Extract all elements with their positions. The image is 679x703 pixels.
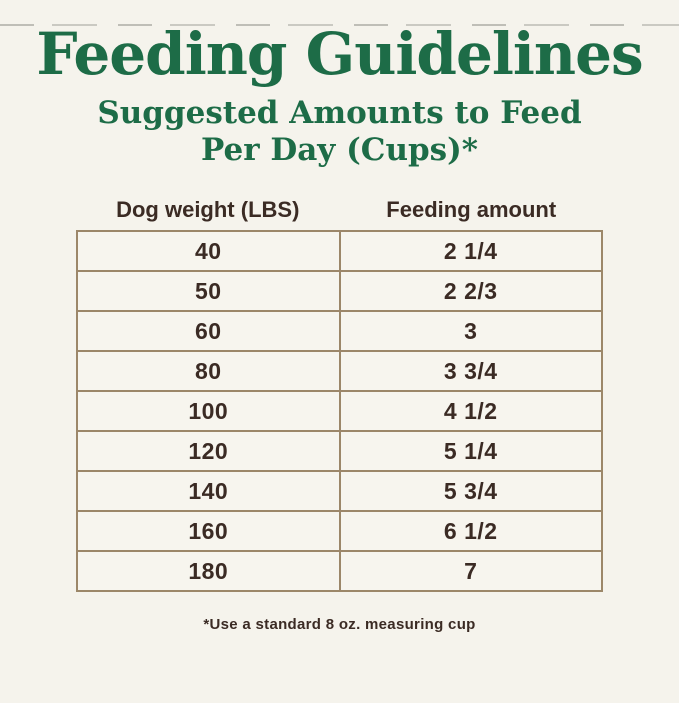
subtitle-line-1: Suggested Amounts to Feed [97,94,582,131]
dog-weight-value: 180 [76,550,341,593]
feeding-guidelines-page: { "page": { "title": "Feeding Guidelines… [0,24,679,703]
table-row: 50 2 2/3 [76,270,603,313]
cropped-top-edge-artifact [0,24,679,26]
feeding-amount-value: 5 1/4 [338,430,603,473]
footnote: *Use a standard 8 oz. measuring cup [203,616,476,634]
dog-weight-value: 120 [76,430,341,473]
table-row: 180 7 [76,550,603,593]
dog-weight-value: 80 [76,350,341,393]
dog-weight-value: 40 [76,230,341,273]
table-row: 60 3 [76,310,603,353]
dog-weight-value: 60 [76,310,341,353]
column-header-dog-weight: Dog weight (LBS) [116,197,300,223]
feeding-amount-value: 2 2/3 [338,270,603,313]
table-row: 140 5 3/4 [76,470,603,513]
dog-weight-value: 100 [76,390,341,433]
feeding-amount-value: 4 1/2 [338,390,603,433]
feeding-amount-value: 3 3/4 [338,350,603,393]
feeding-amount-value: 5 3/4 [338,470,603,513]
subtitle-line-2: Per Day (Cups)* [201,132,478,169]
page-subtitle: Suggested Amounts to Feed Per Day (Cups)… [0,95,679,169]
feeding-amount-value: 6 1/2 [338,510,603,553]
page-title: Feeding Guidelines [36,20,643,88]
table-row: 40 2 1/4 [76,230,603,273]
dog-weight-value: 140 [76,470,341,513]
feeding-amount-value: 2 1/4 [338,230,603,273]
table-row: 160 6 1/2 [76,510,603,553]
feeding-table: 40 2 1/4 50 2 2/3 60 3 80 3 3/4 100 4 1/… [76,230,603,593]
table-row: 100 4 1/2 [76,390,603,433]
dog-weight-value: 160 [76,510,341,553]
dog-weight-value: 50 [76,270,341,313]
feeding-amount-value: 7 [338,550,603,593]
feeding-amount-value: 3 [338,310,603,353]
table-row: 120 5 1/4 [76,430,603,473]
table-row: 80 3 3/4 [76,350,603,393]
column-header-feeding-amount: Feeding amount [386,197,557,223]
table-column-headers: Dog weight (LBS) Feeding amount [76,197,603,223]
